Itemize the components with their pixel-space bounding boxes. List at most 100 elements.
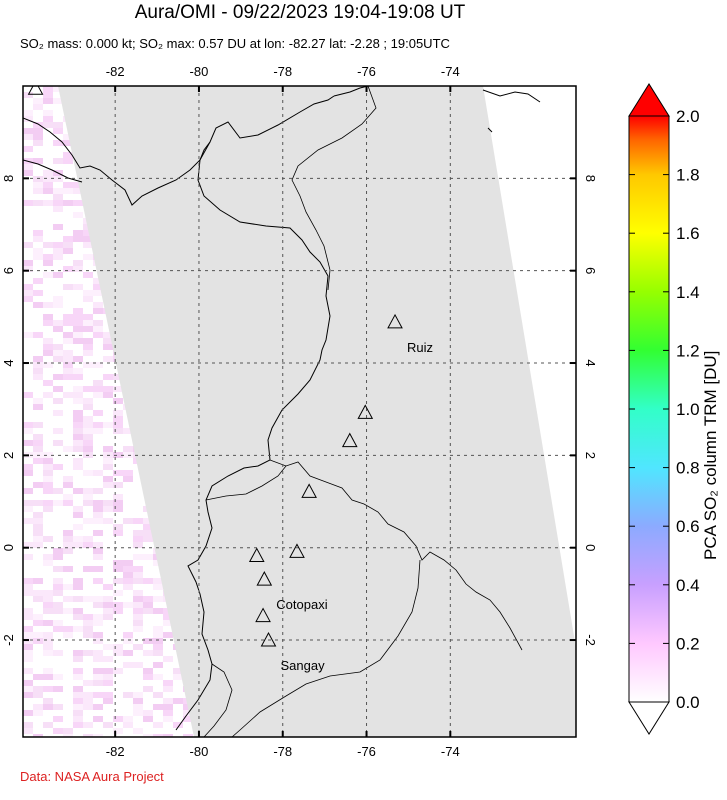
omi-pixel: [83, 428, 93, 434]
omi-pixel: [93, 386, 103, 392]
omi-pixel: [53, 716, 63, 722]
volcano-triangle-icon: [27, 86, 44, 95]
omi-pixel: [43, 188, 53, 194]
omi-pixel: [23, 710, 33, 716]
omi-pixel: [23, 608, 33, 614]
omi-pixel: [113, 482, 123, 488]
omi-pixel: [103, 506, 113, 512]
omi-pixel: [73, 458, 83, 464]
omi-pixel: [93, 680, 103, 686]
omi-pixel: [93, 542, 103, 548]
omi-pixel: [103, 674, 113, 680]
omi-pixel: [83, 518, 93, 524]
omi-pixel: [143, 668, 153, 674]
omi-pixel: [43, 632, 53, 638]
omi-pixel: [53, 248, 63, 254]
omi-pixel: [113, 386, 123, 392]
omi-pixel: [33, 290, 43, 296]
omi-pixel: [93, 506, 103, 512]
omi-pixel: [83, 422, 93, 428]
omi-pixel: [83, 734, 93, 737]
omi-pixel: [43, 464, 53, 470]
omi-pixel: [93, 284, 103, 290]
omi-pixel: [73, 266, 83, 272]
omi-pixel: [163, 620, 173, 626]
omi-pixel: [103, 722, 113, 728]
lat-tick-label-left: 8: [1, 175, 16, 182]
omi-pixel: [113, 374, 123, 380]
omi-pixel: [173, 722, 183, 728]
omi-pixel: [123, 650, 133, 656]
omi-pixel: [53, 548, 63, 554]
omi-pixel: [43, 608, 53, 614]
omi-pixel: [73, 260, 83, 266]
omi-pixel: [83, 314, 93, 320]
omi-pixel: [53, 608, 63, 614]
omi-pixel: [143, 596, 153, 602]
omi-pixel: [73, 488, 83, 494]
omi-pixel: [23, 146, 33, 152]
omi-pixel: [133, 644, 143, 650]
colorbar-tick-label: 0.8: [676, 459, 700, 478]
omi-pixel: [33, 446, 43, 452]
omi-pixel: [43, 644, 53, 650]
omi-pixel: [53, 122, 63, 128]
omi-pixel: [53, 140, 63, 146]
omi-pixel: [23, 170, 33, 176]
lon-tick-label-bottom: -82: [106, 744, 125, 759]
omi-pixel: [73, 368, 83, 374]
omi-pixel: [23, 650, 33, 656]
lat-tick-label-right: -2: [583, 634, 598, 646]
colorbar-tick-label: 1.4: [676, 283, 700, 302]
omi-pixel: [103, 608, 113, 614]
omi-pixel: [23, 542, 33, 548]
omi-pixel: [53, 128, 63, 134]
omi-pixel: [43, 344, 53, 350]
omi-pixel: [73, 584, 83, 590]
omi-pixel: [173, 698, 183, 704]
omi-pixel: [53, 440, 63, 446]
omi-pixel: [153, 674, 163, 680]
omi-pixel: [73, 314, 83, 320]
omi-pixel: [153, 596, 163, 602]
omi-pixel: [53, 410, 63, 416]
omi-pixel: [23, 626, 33, 632]
graticule: [23, 86, 576, 737]
omi-pixel: [33, 530, 43, 536]
lat-tick-label-left: 2: [1, 452, 16, 459]
omi-pixel: [63, 494, 73, 500]
omi-pixel: [33, 356, 43, 362]
omi-pixel: [93, 716, 103, 722]
omi-pixel: [73, 656, 83, 662]
omi-pixel: [113, 500, 123, 506]
omi-pixel: [123, 446, 133, 452]
omi-pixel: [103, 446, 113, 452]
omi-pixel: [23, 266, 33, 272]
omi-pixel: [123, 722, 133, 728]
omi-pixel: [73, 182, 83, 188]
omi-pixel: [113, 422, 123, 428]
omi-pixel: [73, 332, 83, 338]
omi-pixel: [43, 254, 53, 260]
omi-pixel: [63, 182, 73, 188]
omi-pixel: [53, 320, 63, 326]
omi-pixel: [33, 704, 43, 710]
omi-pixel: [143, 716, 153, 722]
omi-pixel: [63, 548, 73, 554]
volcano-triangle-icon: [256, 571, 273, 586]
volcano-markers: Ruiz Cotopaxi Sangay: [27, 86, 433, 673]
omi-pixel: [43, 176, 53, 182]
omi-pixel: [73, 626, 83, 632]
country-borders: [203, 86, 523, 737]
omi-pixel: [63, 200, 73, 206]
omi-pixel: [23, 134, 33, 140]
omi-pixel: [43, 590, 53, 596]
omi-pixel: [123, 476, 133, 482]
omi-pixel: [23, 668, 33, 674]
omi-pixel: [83, 434, 93, 440]
omi-pixel: [23, 590, 33, 596]
omi-pixel: [93, 512, 103, 518]
omi-pixel: [103, 374, 113, 380]
omi-pixel: [63, 362, 73, 368]
